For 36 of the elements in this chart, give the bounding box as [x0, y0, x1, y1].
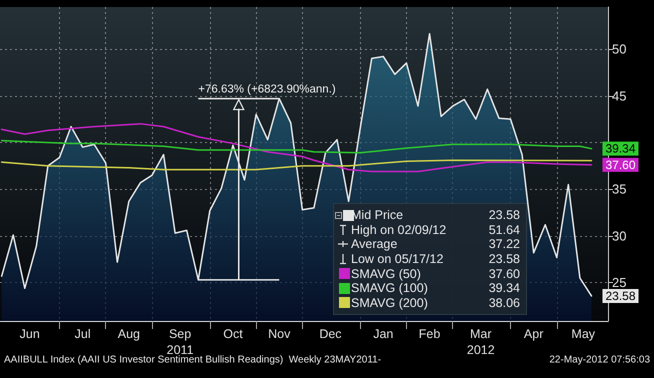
x-tick-label: Dec: [319, 327, 342, 341]
x-tick-label: Apr: [524, 327, 544, 341]
annotation: +76.63% (+6823.90%ann.): [198, 84, 336, 96]
legend-label: SMAVG (200): [351, 296, 429, 310]
y-tick-label: 25: [612, 275, 626, 290]
y-tick-label: 45: [612, 88, 626, 104]
line-series: [0, 123, 592, 172]
y-tick-label: 50: [612, 42, 626, 57]
annotation: 23.58: [488, 208, 520, 222]
x-tick-label: Feb: [418, 327, 440, 341]
x-tick-label: Aug: [118, 327, 140, 341]
x-tick-label: Sep 2011: [166, 327, 194, 357]
text: Average 37.22: [351, 237, 520, 252]
x-tick-label: Jul: [74, 327, 91, 341]
text: AAIIBULL Index (AAII US Investor Sentiment Bullish Readings) Weekly 23MAY2011-: [4, 354, 382, 366]
legend-label: SMAVG (50): [351, 266, 422, 281]
x-tick-label: Nov: [268, 327, 292, 341]
annotation: 37.60: [488, 266, 520, 281]
line-series: [0, 140, 592, 154]
x-tick-label: May: [571, 327, 596, 341]
text: Low on 05/17/12 23.58: [351, 252, 520, 266]
annotation: 38.06: [488, 296, 520, 310]
x-tick-label: Oct: [223, 327, 244, 341]
data-label: 23.58: [605, 288, 636, 303]
legend-label: SMAVG (100): [351, 281, 429, 296]
data-label: 39.34: [605, 142, 636, 156]
annotation: 39.34: [488, 281, 520, 296]
y-tick-label: 35: [612, 182, 626, 197]
x-tick-label: Mar 2012: [466, 327, 495, 357]
x-tick-label: Jun: [20, 327, 40, 341]
x-tick-label: Jan: [373, 327, 394, 341]
text: 22-May-2012 07:56:03: [549, 354, 650, 366]
text: High on 02/09/12 51.64: [351, 222, 520, 237]
data-label: 37.60: [605, 158, 636, 172]
line-series: [0, 160, 592, 170]
y-tick-label: 30: [612, 228, 626, 244]
